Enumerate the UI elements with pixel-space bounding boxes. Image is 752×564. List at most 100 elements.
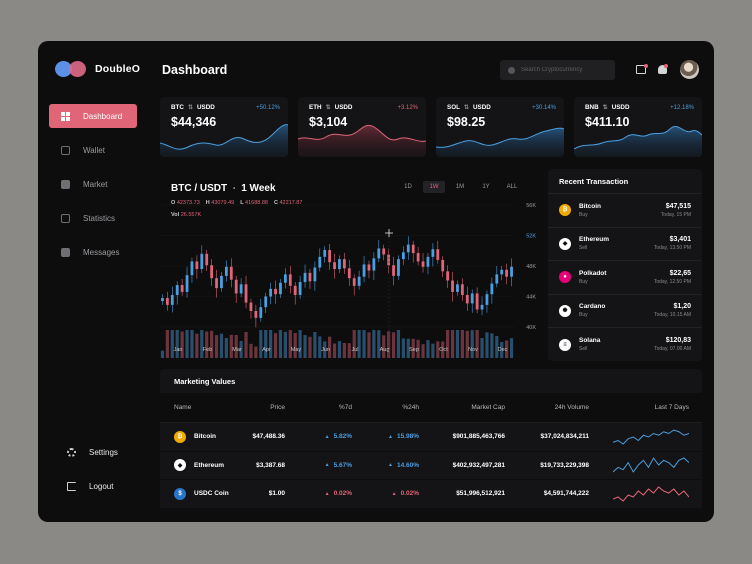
candle-body bbox=[392, 265, 395, 276]
volume-bar bbox=[249, 343, 253, 358]
col-24h[interactable]: %24h bbox=[402, 404, 419, 411]
tx-amount: $120,83 bbox=[665, 337, 691, 345]
timeframe-1y[interactable]: 1Y bbox=[482, 184, 490, 190]
ohlc-readout: O 42373.73 H 43079.49 L 41688.88 C 42217… bbox=[171, 200, 303, 206]
candle-body bbox=[436, 249, 440, 260]
usdc-coin-icon: $ bbox=[174, 487, 186, 500]
volume-bar bbox=[455, 330, 460, 358]
candle-body bbox=[308, 272, 312, 282]
timeframe-1d[interactable]: 1D bbox=[404, 184, 412, 190]
volume-bar bbox=[185, 330, 189, 358]
market-cap: $901,885,463,766 bbox=[452, 433, 505, 441]
volume-bar bbox=[431, 343, 435, 358]
col-price[interactable]: Price bbox=[270, 404, 285, 411]
candlestick-chart[interactable]: 56K 52K 48K 44K 40K Jan Feb Mar Apr May Jun Jul Aug… bbox=[158, 201, 538, 359]
ticker-sparkline bbox=[574, 126, 702, 157]
tx-time: Today, 12.50 PM bbox=[653, 278, 691, 285]
ticker-quote: USDD bbox=[611, 104, 630, 111]
volume-bar bbox=[352, 330, 356, 358]
coin-name: USDC Coin bbox=[194, 490, 229, 498]
tx-coin: Ethereum bbox=[579, 236, 609, 244]
volume-bar bbox=[411, 338, 415, 358]
volume-bar bbox=[500, 342, 504, 358]
sidebar-item-statistics[interactable]: Statistics bbox=[49, 206, 137, 230]
volume-bar bbox=[264, 330, 268, 358]
tx-time: Today, 15 PM bbox=[660, 211, 691, 218]
gear-icon bbox=[67, 447, 76, 457]
candle-body bbox=[431, 249, 435, 257]
x-tick-label: Jul bbox=[351, 347, 358, 353]
y-tick-label: 48K bbox=[526, 264, 536, 270]
tx-amount: $3,401 bbox=[669, 236, 691, 244]
ticker-change: +30.14% bbox=[532, 104, 556, 111]
app-logo[interactable]: DoubleO bbox=[55, 61, 140, 77]
coin-name: Bitcoin bbox=[194, 433, 217, 441]
candle-body bbox=[328, 249, 332, 263]
col-7d[interactable]: %7d bbox=[338, 404, 352, 411]
candle-body bbox=[411, 244, 415, 254]
notification-badge bbox=[664, 64, 668, 68]
timeframe-all[interactable]: ALL bbox=[506, 184, 518, 190]
sidebar-item-logout[interactable]: Logout bbox=[49, 474, 137, 498]
list-item[interactable]: ◆ Ethereum Sell $3,401 Today, 13.50 PM bbox=[548, 228, 702, 261]
volume-bar bbox=[377, 330, 381, 358]
col-last-7-days[interactable]: Last 7 Days bbox=[654, 404, 689, 411]
list-item[interactable]: ≡ Solana Sell $120,83 Today, 07.00 AM bbox=[548, 328, 702, 361]
trend-arrow-icon: ▲ bbox=[388, 462, 393, 469]
sidebar-item-label: Logout bbox=[89, 481, 114, 491]
x-tick-label: Sep bbox=[409, 347, 419, 353]
volume-bar bbox=[160, 350, 165, 358]
trend-arrow-icon: ▲ bbox=[324, 433, 330, 440]
sidebar-item-dashboard[interactable]: Dashboard bbox=[49, 104, 137, 128]
sidebar-item-messages[interactable]: Messages bbox=[49, 240, 137, 264]
table-row[interactable]: ◆ Ethereum $3,387.68 ▲ 5.67% ▲ 14.60% $402,932,… bbox=[160, 451, 702, 480]
trend-arrow-icon: ▲ bbox=[391, 490, 397, 497]
ticker-card-sol[interactable]: SOL ⇅ USDD +30.14% $98.25 bbox=[436, 97, 564, 157]
candle-body bbox=[470, 293, 474, 304]
change-7d: 5.67% bbox=[333, 461, 352, 469]
search-bar[interactable] bbox=[500, 60, 615, 80]
search-icon bbox=[508, 66, 515, 74]
candle-body bbox=[387, 254, 391, 266]
change-24h: 15.98% bbox=[396, 433, 419, 441]
col-name[interactable]: Name bbox=[174, 404, 192, 411]
candle-body bbox=[441, 259, 445, 272]
candle-body bbox=[224, 266, 228, 276]
tx-amount: $22,65 bbox=[669, 269, 691, 277]
candle-body bbox=[460, 284, 464, 295]
col-24h-volume[interactable]: 24h Volume bbox=[554, 404, 589, 411]
volume-bar bbox=[426, 340, 430, 358]
table-row[interactable]: ₿ Bitcoin $47,488.36 ▲ 5.82% ▲ 15.98% $901,885,… bbox=[160, 423, 702, 452]
tx-coin: Solana bbox=[579, 337, 601, 345]
ticker-card-bnb[interactable]: BNB ⇅ USDD +12.18% $411.10 bbox=[574, 97, 702, 157]
sidebar-item-market[interactable]: Market bbox=[49, 172, 137, 196]
bitcoin-icon: ₿ bbox=[559, 204, 571, 217]
notification-bell-icon[interactable] bbox=[658, 65, 667, 74]
search-input[interactable] bbox=[521, 67, 611, 73]
volume-bar bbox=[165, 330, 169, 358]
tx-time: Today, 07.00 AM bbox=[654, 346, 691, 353]
sidebar-item-wallet[interactable]: Wallet bbox=[49, 138, 137, 162]
candle-body bbox=[342, 259, 346, 269]
user-avatar[interactable] bbox=[680, 60, 699, 79]
y-tick-label: 40K bbox=[526, 325, 536, 331]
x-tick-label: Mar bbox=[232, 347, 242, 353]
mail-icon[interactable] bbox=[636, 65, 646, 74]
bitcoin-icon: ₿ bbox=[174, 430, 186, 443]
candle-body bbox=[175, 285, 179, 295]
ticker-card-eth[interactable]: ETH ⇅ USDD +3.12% $3,104 bbox=[298, 97, 426, 157]
table-row[interactable]: $ USDC Coin $1.00 ▲ 0.02% ▲ 0.02% $51,996,512,9… bbox=[160, 480, 702, 509]
candle-body bbox=[283, 274, 287, 283]
timeframe-1m[interactable]: 1M bbox=[455, 184, 465, 190]
list-item[interactable]: ✺ Cardano Buy $1,20 Today, 10.15 AM bbox=[548, 295, 702, 328]
list-item[interactable]: ₿ Bitcoin Buy $47,515 Today, 15 PM bbox=[548, 194, 702, 228]
volume-bar bbox=[470, 330, 474, 358]
ticker-card-btc[interactable]: BTC ⇅ USDD +50.12% $44,346 bbox=[160, 97, 288, 157]
candle-body bbox=[210, 265, 214, 279]
col-market-cap[interactable]: Market Cap bbox=[471, 404, 505, 411]
sidebar-item-settings[interactable]: Settings bbox=[49, 440, 137, 464]
tx-type: Sell bbox=[579, 346, 588, 353]
timeframe-1w[interactable]: 1W bbox=[423, 181, 445, 193]
volume-bar bbox=[436, 341, 440, 358]
list-item[interactable]: ● Polkadot Buy $22,65 Today, 12.50 PM bbox=[548, 261, 702, 295]
